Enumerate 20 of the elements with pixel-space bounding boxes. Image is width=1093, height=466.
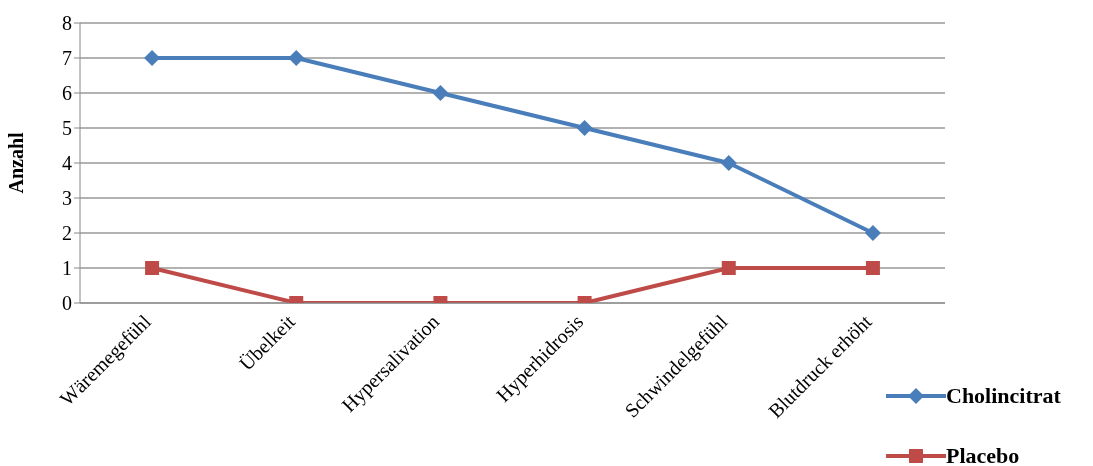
y-tick-label: 7 (62, 47, 72, 70)
y-axis-title: Anzahl (5, 132, 28, 194)
point (288, 50, 305, 66)
y-tick-label: 3 (62, 187, 72, 210)
y-tick-label: 0 (62, 292, 72, 315)
point (720, 155, 737, 171)
y-tick-label: 8 (62, 12, 72, 35)
y-tick-label: 6 (62, 82, 72, 105)
point (145, 261, 160, 275)
y-tick-label: 5 (62, 117, 72, 140)
point (576, 120, 593, 136)
point (721, 261, 736, 275)
y-tick-label: 1 (62, 257, 72, 280)
legend-label: Placebo (946, 443, 1020, 466)
legend-label: Cholincitrat (946, 383, 1061, 409)
y-tick-label: 4 (62, 152, 72, 175)
y-tick-label: 2 (62, 222, 72, 245)
point (432, 85, 449, 101)
point (865, 261, 880, 275)
point (864, 225, 881, 241)
